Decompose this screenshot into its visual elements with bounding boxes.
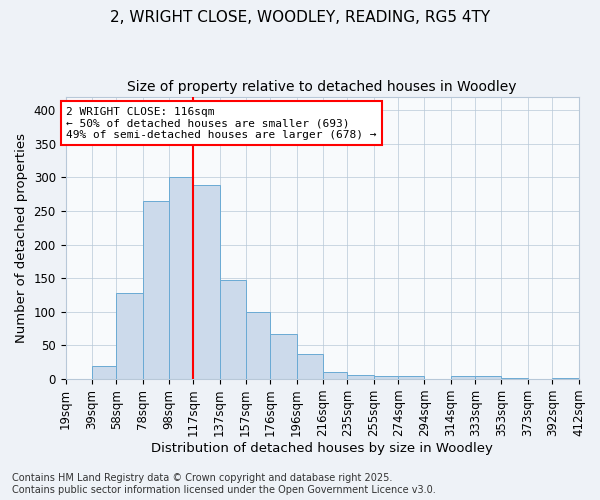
- Bar: [553, 378, 578, 379]
- Bar: [220, 280, 245, 379]
- Bar: [347, 375, 374, 379]
- Bar: [116, 293, 143, 379]
- Bar: [398, 376, 424, 379]
- Bar: [245, 312, 271, 379]
- Y-axis label: Number of detached properties: Number of detached properties: [15, 133, 28, 343]
- Text: 2 WRIGHT CLOSE: 116sqm
← 50% of detached houses are smaller (693)
49% of semi-de: 2 WRIGHT CLOSE: 116sqm ← 50% of detached…: [66, 106, 377, 140]
- Bar: [143, 201, 169, 379]
- Bar: [271, 334, 296, 379]
- Bar: [451, 376, 475, 379]
- Bar: [169, 178, 193, 379]
- Bar: [92, 366, 116, 379]
- X-axis label: Distribution of detached houses by size in Woodley: Distribution of detached houses by size …: [151, 442, 493, 455]
- Bar: [374, 376, 398, 379]
- Bar: [502, 378, 527, 379]
- Bar: [475, 376, 502, 379]
- Text: 2, WRIGHT CLOSE, WOODLEY, READING, RG5 4TY: 2, WRIGHT CLOSE, WOODLEY, READING, RG5 4…: [110, 10, 490, 25]
- Title: Size of property relative to detached houses in Woodley: Size of property relative to detached ho…: [127, 80, 517, 94]
- Bar: [193, 186, 220, 379]
- Bar: [296, 354, 323, 379]
- Text: Contains HM Land Registry data © Crown copyright and database right 2025.
Contai: Contains HM Land Registry data © Crown c…: [12, 474, 436, 495]
- Bar: [323, 372, 347, 379]
